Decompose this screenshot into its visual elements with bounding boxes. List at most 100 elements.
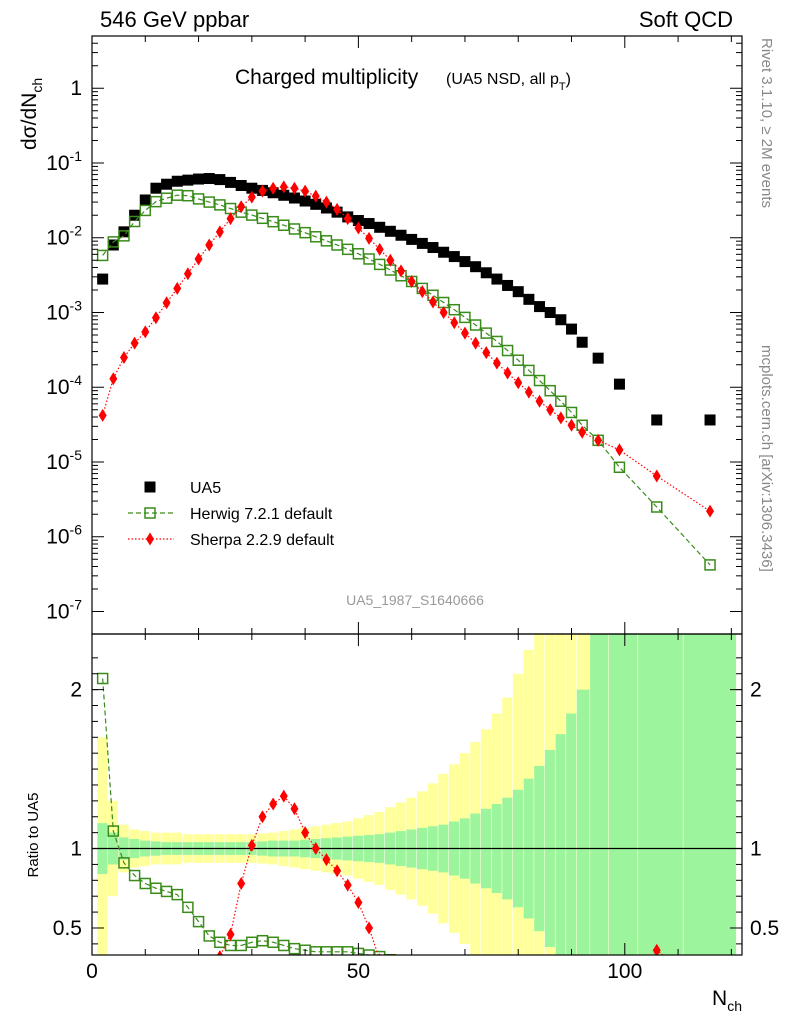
data-point — [578, 425, 587, 439]
legend-label: Herwig 7.2.1 default — [190, 506, 333, 523]
ratio-point — [279, 789, 288, 803]
data-point — [594, 433, 603, 447]
analysis-tag: UA5_1987_S1640666 — [346, 592, 484, 608]
x-tick-label: 0 — [86, 960, 98, 983]
data-point — [354, 221, 363, 235]
data-point — [592, 352, 604, 364]
ratio-y-tick-label: 0.5 — [53, 917, 82, 940]
data-point — [183, 267, 192, 281]
data-point — [397, 264, 406, 278]
ratio-point — [301, 826, 310, 840]
y-tick-label: 10-3 — [46, 297, 82, 324]
data-point — [470, 261, 482, 273]
data-point — [333, 202, 342, 216]
legend-marker — [144, 481, 156, 493]
ratio-point — [216, 950, 223, 955]
y-tick-label: 10-4 — [46, 372, 82, 399]
data-point — [365, 231, 374, 245]
main-marks — [96, 173, 716, 571]
main-title: Charged multiplicity (UA5 NSD, all pT) — [235, 66, 571, 93]
data-point — [288, 192, 300, 204]
ratio-point — [128, 869, 141, 882]
ratio-point — [258, 810, 267, 824]
x-tick-label: 50 — [347, 960, 370, 983]
data-point — [418, 285, 427, 299]
header-right: Soft QCD — [639, 7, 733, 32]
ratio-point — [118, 857, 130, 869]
data-point — [374, 221, 386, 233]
data-point — [375, 242, 384, 256]
ratio-point — [322, 853, 331, 867]
data-point — [161, 178, 173, 190]
data-point — [151, 311, 160, 325]
ratio-point — [384, 954, 397, 955]
data-point — [428, 295, 437, 309]
data-point — [386, 253, 395, 267]
ratio-point — [269, 797, 278, 811]
data-point — [704, 414, 716, 426]
data-point — [278, 189, 290, 201]
y-tick-label: 1 — [70, 77, 82, 100]
ratio-point — [203, 930, 215, 942]
main-y-label: dσ/dNch — [18, 78, 45, 150]
data-point — [160, 192, 173, 204]
data-point — [290, 181, 299, 195]
data-point — [524, 385, 533, 399]
y-tick-label: 10-5 — [46, 447, 82, 474]
data-point — [269, 181, 278, 195]
data-point — [512, 286, 524, 298]
stat-uncertainty-band — [566, 713, 577, 955]
data-point — [141, 325, 150, 339]
data-point — [492, 356, 501, 370]
data-point — [118, 226, 130, 238]
data-point — [237, 200, 246, 214]
data-point — [225, 176, 237, 188]
data-point — [501, 344, 514, 357]
ratio-point — [182, 901, 194, 914]
data-point — [129, 209, 141, 221]
y-tick-label: 10-1 — [46, 148, 82, 175]
data-point — [480, 267, 492, 279]
data-point — [567, 418, 576, 432]
main-subtitle: (UA5 NSD, all pT) — [446, 71, 571, 93]
data-point — [247, 190, 256, 204]
ratio-y-tick-label-right: 0.5 — [750, 917, 779, 940]
data-point — [139, 194, 151, 206]
stat-uncertainty-band — [555, 734, 566, 955]
legend-label: UA5 — [190, 480, 221, 497]
ratio-point — [363, 949, 375, 955]
data-point — [119, 351, 128, 365]
ratio-point — [652, 943, 661, 955]
ratio-point — [354, 896, 363, 910]
data-point — [109, 372, 118, 386]
data-point — [130, 336, 139, 350]
header-left: 546 GeV ppbar — [100, 7, 249, 32]
data-point — [301, 184, 310, 198]
data-point — [566, 323, 578, 335]
legend: UA5 Herwig 7.2.1 default Sherpa 2.2.9 defa… — [128, 480, 335, 549]
data-point — [491, 273, 503, 285]
data-point — [555, 314, 567, 326]
data-point — [363, 218, 375, 230]
data-point — [363, 253, 375, 265]
data-point — [439, 305, 448, 319]
x-axis-label: Nch — [712, 987, 742, 1014]
data-point — [523, 364, 535, 377]
data-point — [556, 411, 565, 425]
data-point — [107, 236, 120, 248]
data-point — [450, 316, 459, 330]
ratio-point — [373, 950, 386, 955]
uncertainty-bands — [92, 634, 742, 955]
side-label-bottom: mcplots.cern.ch [arXiv:1306.3436] — [758, 345, 775, 572]
data-point — [235, 180, 247, 191]
data-point — [118, 230, 130, 242]
data-point — [107, 239, 119, 251]
ratio-frame — [91, 633, 743, 956]
data-point — [279, 180, 288, 194]
ratio-point — [247, 838, 256, 852]
data-point — [512, 354, 524, 366]
data-point — [503, 366, 512, 380]
ratio-y-tick-label-right: 1 — [750, 838, 762, 861]
data-point — [226, 212, 235, 226]
